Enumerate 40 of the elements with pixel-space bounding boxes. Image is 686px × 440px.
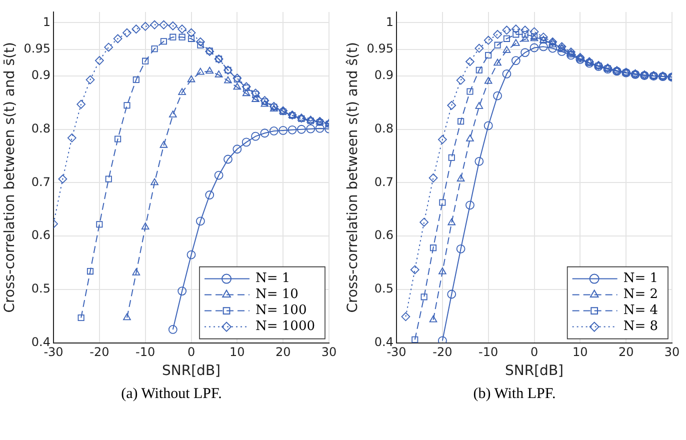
legend-label: N= 4 bbox=[623, 303, 658, 318]
x-tick-label: 30 bbox=[664, 345, 680, 360]
x-tick-label: 30 bbox=[321, 345, 337, 360]
x-tick-label: -10 bbox=[478, 345, 498, 360]
legend-label: N= 1 bbox=[256, 271, 290, 286]
y-tick-label: 0.5 bbox=[31, 282, 51, 296]
y-tick-label: 0.7 bbox=[374, 174, 394, 189]
x-tick-label: -20 bbox=[90, 345, 110, 360]
x-tick-label: 10 bbox=[230, 345, 245, 360]
legend-label: N= 10 bbox=[256, 287, 298, 302]
y-tick-label: 0.9 bbox=[31, 68, 51, 82]
legend-label: N= 1 bbox=[623, 271, 658, 286]
text: (a) Without LPF. bbox=[120, 386, 223, 403]
legend-label: N= 2 bbox=[623, 287, 658, 302]
x-tick-label: 10 bbox=[572, 345, 588, 360]
y-tick-label: 0.7 bbox=[31, 174, 51, 189]
y-tick-label: 1 bbox=[42, 14, 51, 29]
y-tick-label: 0.95 bbox=[366, 41, 394, 56]
y-axis-title: Cross-correlation between s(t) and ŝ(t) bbox=[345, 42, 362, 313]
y-tick-label: 1 bbox=[386, 14, 394, 29]
y-tick-label: 0.8 bbox=[31, 122, 51, 136]
y-tick-label: 0.6 bbox=[31, 228, 51, 242]
x-tick-label: -20 bbox=[432, 345, 452, 360]
y-axis-title: Cross-correlation between s(t) and s̄(t) bbox=[2, 42, 18, 313]
x-axis-title: SNR[dB] bbox=[162, 363, 221, 380]
x-axis-title: SNR[dB] bbox=[505, 363, 564, 380]
y-tick-label: 0.5 bbox=[374, 282, 394, 296]
legend-label: N= 8 bbox=[623, 319, 658, 334]
x-tick-label: -10 bbox=[136, 345, 156, 360]
x-tick-label: 20 bbox=[618, 345, 634, 360]
y-tick-label: 0.6 bbox=[374, 228, 394, 242]
x-tick-label: 0 bbox=[530, 345, 538, 360]
y-tick-label: 0.8 bbox=[374, 122, 394, 136]
legend-label: N= 1000 bbox=[256, 319, 315, 334]
y-tick-label: 0.9 bbox=[374, 68, 394, 82]
text: (b) With LPF. bbox=[472, 386, 557, 403]
y-tick-label: 0.95 bbox=[24, 41, 51, 56]
legend-label: N= 100 bbox=[256, 303, 307, 318]
x-tick-label: 0 bbox=[187, 345, 196, 360]
x-tick-label: 20 bbox=[275, 345, 291, 360]
